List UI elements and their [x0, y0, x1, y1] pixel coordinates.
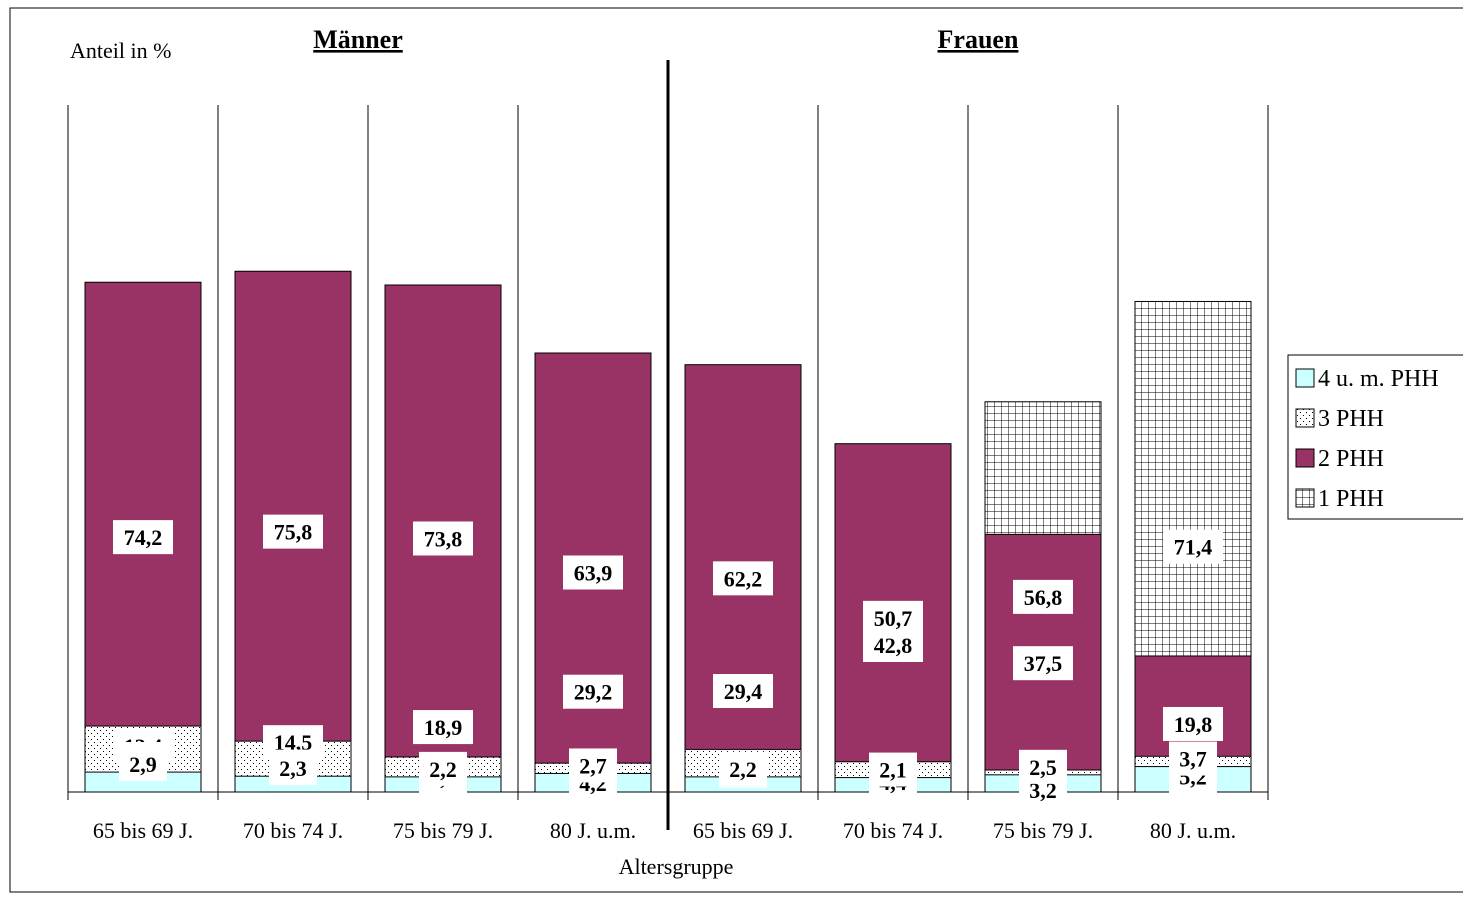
x-tick-label: 70 bis 74 J.	[843, 818, 943, 843]
data-label-group: 3,7	[1169, 741, 1217, 776]
data-label-group: 29,2	[563, 674, 623, 709]
data-label-box	[119, 747, 167, 782]
data-label-box	[413, 710, 473, 745]
data-label: 2,5	[1029, 755, 1057, 780]
data-label-group: 2,2	[419, 751, 467, 786]
legend-swatch	[1295, 408, 1315, 428]
legend-item: 3 PHH	[1295, 406, 1384, 432]
group-title: Männer	[313, 25, 403, 54]
data-label-group: 37,5	[1013, 646, 1073, 681]
data-label-group: 18,9	[413, 710, 473, 745]
data-label: 2,1	[879, 758, 907, 783]
data-label-box	[569, 748, 617, 783]
data-label: 2,3	[279, 756, 307, 781]
data-label: 63,9	[574, 561, 613, 586]
legend-item: 2 PHH	[1295, 446, 1384, 472]
data-label: 29,4	[724, 679, 763, 704]
data-label-group: 2,3	[269, 751, 317, 786]
data-label-group: 56,8	[1013, 579, 1073, 614]
data-label-box	[563, 674, 623, 709]
data-label: 73,8	[424, 526, 463, 551]
labels-layer: 13,474,29,62,965 bis 69 J.14,575,87,42,3…	[70, 25, 1236, 879]
data-label-group: 71,4	[1163, 529, 1223, 564]
data-label: 2,7	[579, 753, 607, 778]
data-label-box	[113, 520, 173, 555]
data-label-box	[563, 555, 623, 590]
data-label: 62,2	[724, 566, 763, 591]
legend-box	[1287, 354, 1463, 520]
axes-layer	[67, 60, 1269, 830]
x-tick-label: 70 bis 74 J.	[243, 818, 343, 843]
data-label-group: 19,8	[1163, 706, 1223, 741]
data-label-box	[1163, 706, 1223, 741]
data-label: 37,5	[1024, 651, 1063, 676]
data-label: 56,8	[1024, 585, 1063, 610]
legend-item: 4 u. m. PHH	[1295, 366, 1439, 392]
data-label-box	[419, 751, 467, 786]
x-tick-label: 65 bis 69 J.	[693, 818, 793, 843]
legend: 4 u. m. PHH 3 PHH 2 PHH 1 PHH	[1287, 354, 1463, 520]
data-label-group: 50,7	[863, 600, 923, 635]
data-label-box	[719, 751, 767, 786]
x-tick-label: 80 J. u.m.	[1150, 818, 1236, 843]
legend-swatch	[1295, 368, 1315, 388]
data-label-group: 2,2	[719, 751, 767, 786]
data-label: 50,7	[874, 606, 913, 631]
data-label: 75,8	[274, 520, 313, 545]
data-label: 29,2	[574, 680, 613, 705]
data-label-group: 62,2	[713, 561, 773, 596]
data-label-box	[1013, 646, 1073, 681]
legend-label: 2 PHH	[1318, 446, 1384, 472]
data-label: 2,9	[129, 752, 157, 777]
data-label-box	[713, 674, 773, 709]
data-label-box	[263, 514, 323, 549]
data-label-group: 75,8	[263, 514, 323, 549]
group-title: Frauen	[938, 25, 1019, 54]
data-label: 3,7	[1179, 747, 1207, 772]
data-label-box	[413, 521, 473, 556]
data-label-box	[713, 561, 773, 596]
bar-segment-2-phh	[534, 352, 652, 793]
data-label-box	[1019, 749, 1067, 784]
data-label: 19,8	[1174, 712, 1213, 737]
data-label-group: 29,4	[713, 674, 773, 709]
legend-swatch	[1295, 488, 1315, 508]
x-tick-label: 75 bis 79 J.	[393, 818, 493, 843]
data-label-box	[1169, 741, 1217, 776]
data-label-group: 74,2	[113, 520, 173, 555]
legend-label: 3 PHH	[1318, 406, 1384, 432]
legend-label: 1 PHH	[1318, 486, 1384, 512]
data-label: 71,4	[1174, 535, 1213, 560]
data-label: 74,2	[124, 525, 163, 550]
data-label-group: 2,5	[1019, 749, 1067, 784]
x-tick-label: 80 J. u.m.	[550, 818, 636, 843]
data-label: 2,2	[729, 757, 757, 782]
data-label-group: 2,1	[869, 752, 917, 787]
data-label-box	[269, 751, 317, 786]
legend-label: 4 u. m. PHH	[1318, 366, 1439, 392]
data-label-box	[1013, 579, 1073, 614]
data-label-group: 2,7	[569, 748, 617, 783]
x-tick-label: 75 bis 79 J.	[993, 818, 1093, 843]
x-axis-title: Altersgruppe	[619, 854, 734, 879]
data-label-group: 63,9	[563, 555, 623, 590]
data-label: 18,9	[424, 715, 463, 740]
data-label-group: 73,8	[413, 521, 473, 556]
data-label-box	[863, 600, 923, 635]
x-tick-label: 65 bis 69 J.	[93, 818, 193, 843]
data-label-box	[1163, 529, 1223, 564]
data-label-box	[869, 752, 917, 787]
data-label: 2,2	[429, 757, 457, 782]
y-axis-title: Anteil in %	[70, 38, 171, 63]
data-label: 42,8	[874, 633, 913, 658]
data-label-group: 2,9	[119, 747, 167, 782]
legend-swatch	[1295, 448, 1315, 468]
legend-item: 1 PHH	[1295, 486, 1384, 512]
